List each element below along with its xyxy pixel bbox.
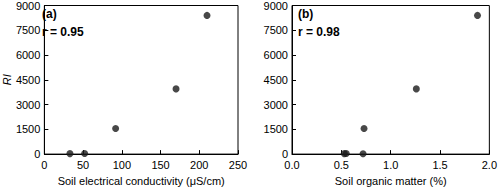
svg-text:1.5: 1.5: [432, 159, 447, 171]
svg-text:250: 250: [229, 159, 247, 171]
svg-text:7500: 7500: [264, 24, 288, 36]
svg-text:0.0: 0.0: [284, 159, 299, 171]
svg-text:150: 150: [151, 159, 169, 171]
svg-text:9000: 9000: [264, 0, 288, 12]
svg-text:0: 0: [41, 159, 47, 171]
svg-text:0: 0: [34, 148, 40, 160]
svg-text:Soil electrical conductivity (: Soil electrical conductivity (μS/cm): [58, 175, 225, 187]
svg-text:(b): (b): [298, 7, 313, 21]
svg-text:Soil organic matter (%): Soil organic matter (%): [335, 175, 447, 187]
svg-text:6000: 6000: [264, 49, 288, 61]
svg-text:0.5: 0.5: [334, 159, 349, 171]
svg-text:4500: 4500: [264, 74, 288, 86]
svg-text:9000: 9000: [16, 0, 40, 12]
svg-text:1500: 1500: [16, 123, 40, 135]
svg-text:2.0: 2.0: [482, 159, 497, 171]
svg-text:7500: 7500: [16, 24, 40, 36]
svg-text:1.0: 1.0: [383, 159, 398, 171]
svg-text:0: 0: [281, 148, 288, 161]
svg-text:100: 100: [113, 159, 131, 171]
svg-text:3000: 3000: [264, 99, 288, 111]
svg-text:(a): (a): [42, 7, 57, 21]
svg-text:6000: 6000: [16, 49, 40, 61]
svg-text:50: 50: [77, 159, 89, 171]
svg-text:3000: 3000: [16, 99, 40, 111]
svg-text:r = 0.95: r = 0.95: [42, 25, 84, 39]
svg-text:r = 0.98: r = 0.98: [298, 25, 340, 39]
svg-text:1500: 1500: [264, 123, 288, 135]
svg-text:200: 200: [190, 159, 208, 171]
svg-text:4500: 4500: [16, 74, 40, 86]
svg-text:RI: RI: [1, 74, 13, 85]
